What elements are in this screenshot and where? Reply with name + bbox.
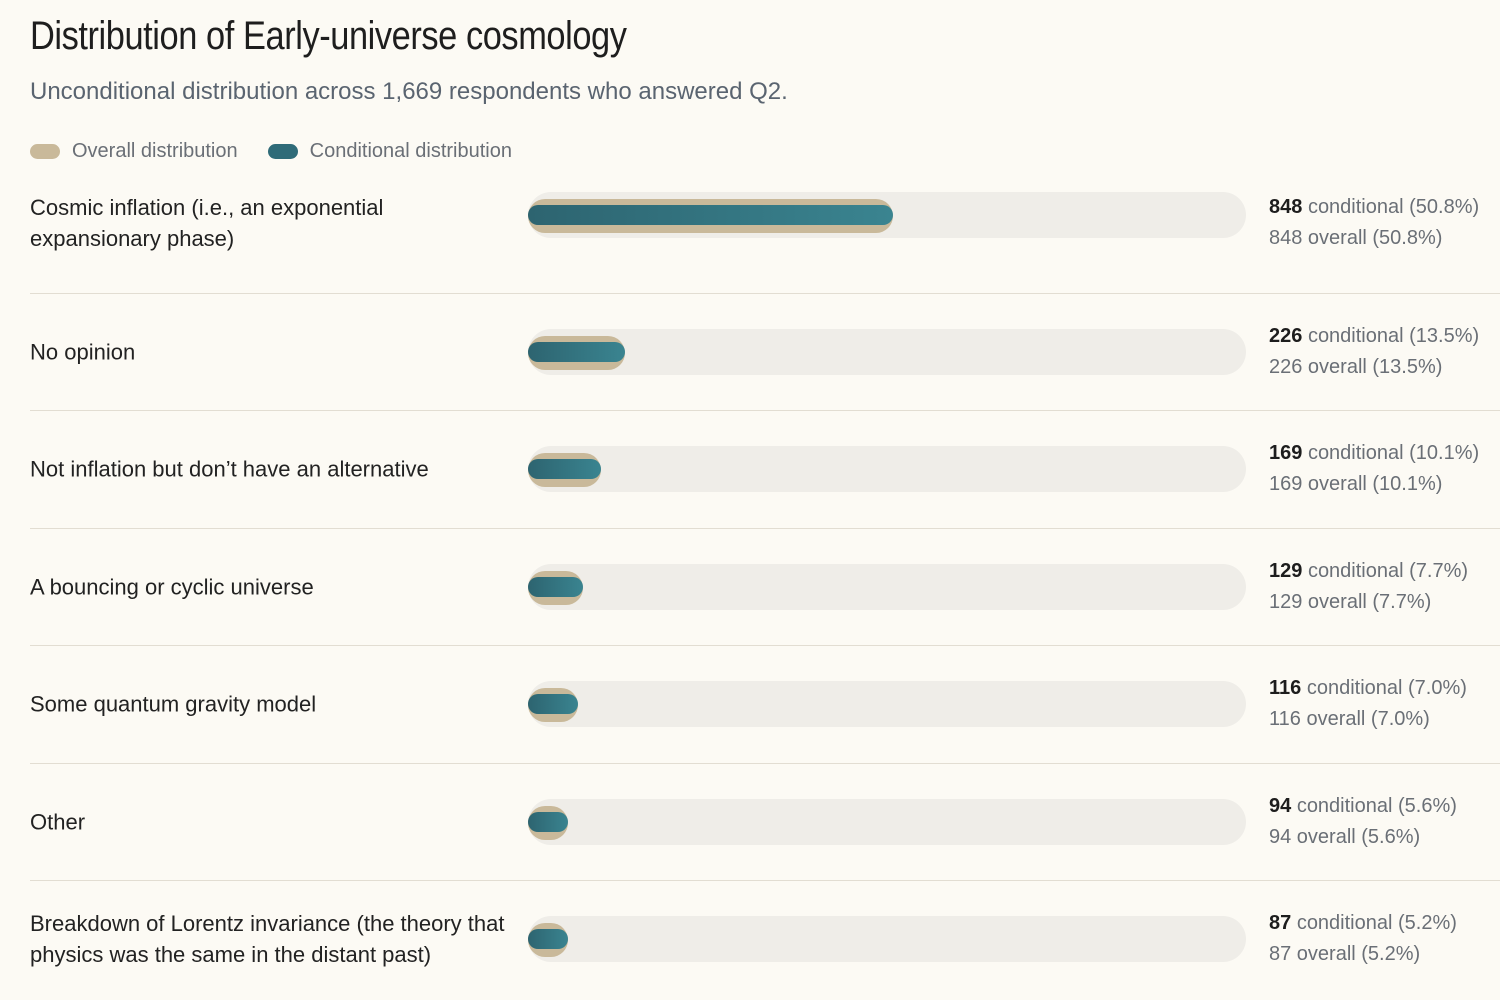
overall-value-label: 129 overall (7.7%) xyxy=(1269,590,1432,613)
category-label: Cosmic inflation (i.e., an exponential e… xyxy=(30,195,384,251)
category-label: Other xyxy=(30,809,86,835)
category-label: Breakdown of Lorentz invariance (the the… xyxy=(30,911,505,968)
value-labels: 116 conditional (7.0%) 116 overall (7.0%) xyxy=(1269,673,1467,735)
value-labels: 87 conditional (5.2%) 87 overall (5.2%) xyxy=(1269,908,1457,970)
bar-conditional xyxy=(528,459,601,480)
legend-label-overall: Overall distribution xyxy=(72,140,238,162)
bar-conditional xyxy=(528,694,579,715)
conditional-value-label: 87 conditional (5.2%) xyxy=(1269,908,1457,939)
value-labels: 94 conditional (5.6%) 94 overall (5.6%) xyxy=(1269,791,1457,853)
bar-conditional xyxy=(528,341,625,362)
conditional-text: conditional (5.6%) xyxy=(1296,794,1457,817)
legend-item-overall: Overall distribution xyxy=(30,140,238,163)
legend-swatch-conditional xyxy=(267,144,298,159)
legend-label-conditional: Conditional distribution xyxy=(309,140,512,162)
value-labels: 226 conditional (13.5%) 226 overall (13.5… xyxy=(1269,321,1479,383)
conditional-value-label: 116 conditional (7.0%) xyxy=(1269,673,1467,704)
legend-item-conditional: Conditional distribution xyxy=(267,140,512,163)
conditional-text: conditional (7.0%) xyxy=(1306,677,1467,700)
count-value: 848 xyxy=(1269,196,1303,218)
category-label: A bouncing or cyclic universe xyxy=(30,574,314,600)
conditional-value-label: 848 conditional (50.8%) xyxy=(1269,192,1479,223)
bar-track xyxy=(528,192,1246,238)
chart-row: Not inflation but don’t have an alternat… xyxy=(30,411,1500,529)
bar-conditional xyxy=(528,929,568,950)
category-label: No opinion xyxy=(30,339,136,365)
chart-row: No opinion 226 conditional (13.5%) 226 ove… xyxy=(30,294,1500,411)
conditional-value-label: 169 conditional (10.1%) xyxy=(1269,438,1479,469)
bar-conditional xyxy=(528,205,893,225)
overall-value-label: 848 overall (50.8%) xyxy=(1269,227,1443,249)
bar-track xyxy=(528,446,1246,493)
chart-subtitle: Unconditional distribution across 1,669 … xyxy=(30,78,788,105)
category-label: Some quantum gravity model xyxy=(30,691,317,717)
conditional-value-label: 129 conditional (7.7%) xyxy=(1269,556,1468,587)
chart-title: Distribution of Early-universe cosmology xyxy=(30,14,627,58)
overall-value-label: 87 overall (5.2%) xyxy=(1269,943,1421,966)
conditional-value-label: 226 conditional (13.5%) xyxy=(1269,321,1479,352)
overall-value-label: 116 overall (7.0%) xyxy=(1269,708,1430,731)
conditional-text: conditional (7.7%) xyxy=(1307,559,1469,582)
legend: Overall distribution Conditional distrib… xyxy=(30,140,542,163)
bar-chart: Cosmic inflation (i.e., an exponential e… xyxy=(0,176,1500,998)
value-labels: 169 conditional (10.1%) 169 overall (10.1… xyxy=(1269,438,1479,500)
count-value: 94 xyxy=(1269,794,1292,817)
bar-track xyxy=(528,681,1246,728)
bar-track xyxy=(528,916,1246,963)
count-value: 116 xyxy=(1269,677,1302,700)
count-value: 226 xyxy=(1269,324,1303,347)
value-labels: 848 conditional (50.8%) 848 overall (50.8… xyxy=(1269,192,1479,254)
legend-swatch-overall xyxy=(30,144,60,159)
overall-value-label: 94 overall (5.6%) xyxy=(1269,825,1421,848)
chart-row: Cosmic inflation (i.e., an exponential e… xyxy=(30,176,1500,294)
bar-track xyxy=(528,563,1246,610)
count-value: 129 xyxy=(1269,559,1303,582)
overall-value-label: 169 overall (10.1%) xyxy=(1269,473,1443,496)
conditional-text: conditional (10.1%) xyxy=(1307,442,1480,465)
overall-value-label: 226 overall (13.5%) xyxy=(1269,355,1443,378)
count-value: 87 xyxy=(1269,912,1292,935)
value-labels: 129 conditional (7.7%) 129 overall (7.7%) xyxy=(1269,556,1468,618)
category-label: Not inflation but don’t have an alternat… xyxy=(30,456,429,482)
chart-row: Other 94 conditional (5.6%) 94 overall (5.… xyxy=(30,764,1500,881)
bar-conditional xyxy=(528,576,584,597)
chart-row: A bouncing or cyclic universe 129 conditi… xyxy=(30,529,1500,646)
chart-row: Breakdown of Lorentz invariance (the the… xyxy=(30,881,1500,998)
bar-conditional xyxy=(528,811,569,832)
conditional-value-label: 94 conditional (5.6%) xyxy=(1269,791,1457,822)
conditional-text: conditional (13.5%) xyxy=(1307,324,1480,347)
count-value: 169 xyxy=(1269,442,1303,465)
bar-track xyxy=(528,798,1246,845)
chart-row: Some quantum gravity model 116 conditiona… xyxy=(30,646,1500,764)
bar-track xyxy=(528,328,1246,375)
conditional-text: conditional (50.8%) xyxy=(1307,196,1480,218)
conditional-text: conditional (5.2%) xyxy=(1296,912,1457,935)
